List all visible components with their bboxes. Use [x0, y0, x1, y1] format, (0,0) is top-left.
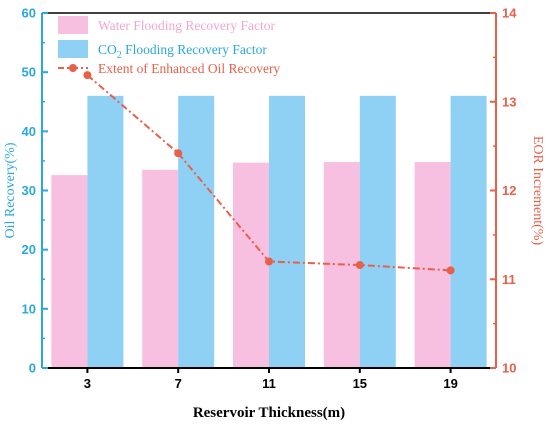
legend: Water Flooding Recovery Factor CO2 Floodi…	[58, 16, 280, 76]
y-tick-label-left-60: 60	[22, 6, 36, 21]
eor-point-19	[446, 266, 455, 275]
bar-co2-7	[178, 95, 215, 368]
legend-label-water: Water Flooding Recovery Factor	[98, 18, 275, 33]
y-axis-label-right: EOR Increment(%)	[530, 136, 545, 246]
bar-co2-19	[450, 95, 487, 368]
y-tick-label-right-10: 10	[502, 361, 516, 376]
y-tick-label-left-10: 10	[22, 301, 36, 316]
line-layer	[83, 71, 455, 275]
legend-label-eor: Extent of Enhanced Oil Recovery	[98, 61, 280, 76]
bar-water-7	[142, 169, 179, 368]
y-axis-label-left: Oil Recovery(%)	[3, 142, 18, 238]
x-tick-label-3: 3	[84, 376, 91, 391]
y-tick-label-right-12: 12	[502, 183, 516, 198]
x-axis-label: Reservoir Thickness(m)	[193, 405, 345, 421]
eor-point-11	[265, 257, 273, 266]
bar-co2-3	[87, 95, 124, 368]
eor-point-7	[174, 149, 183, 158]
x-tick-label-11: 11	[262, 376, 276, 391]
x-tick-label-19: 19	[443, 376, 457, 391]
y-tick-label-right-14: 14	[502, 6, 517, 21]
legend-marker-eor	[69, 64, 77, 72]
bar-water-11	[233, 162, 269, 368]
eor-point-15	[355, 261, 364, 270]
axes-layer: 0 10 20 30 40 50 60 10 11 12 13 14 3 7 11 15 19	[22, 6, 518, 392]
y-tick-label-right-11: 11	[502, 272, 516, 287]
legend-swatch-co2	[58, 40, 88, 58]
legend-label-co2: CO2 Flooding Recovery Factor	[98, 42, 267, 61]
x-tick-label-7: 7	[175, 376, 182, 391]
bar-water-3	[51, 175, 88, 368]
y-tick-label-left-50: 50	[22, 65, 36, 80]
y-tick-label-right-13: 13	[502, 94, 516, 109]
y-tick-label-left-20: 20	[22, 242, 36, 257]
bar-co2-15	[359, 95, 396, 368]
legend-swatch-water	[58, 16, 88, 34]
bar-co2-11	[269, 95, 305, 368]
bar-water-19	[414, 162, 451, 368]
eor-point-3	[83, 71, 92, 80]
y-tick-label-left-30: 30	[22, 183, 36, 198]
x-tick-label-15: 15	[353, 376, 367, 391]
y-tick-label-left-0: 0	[29, 361, 36, 376]
y-tick-label-left-40: 40	[22, 124, 36, 139]
